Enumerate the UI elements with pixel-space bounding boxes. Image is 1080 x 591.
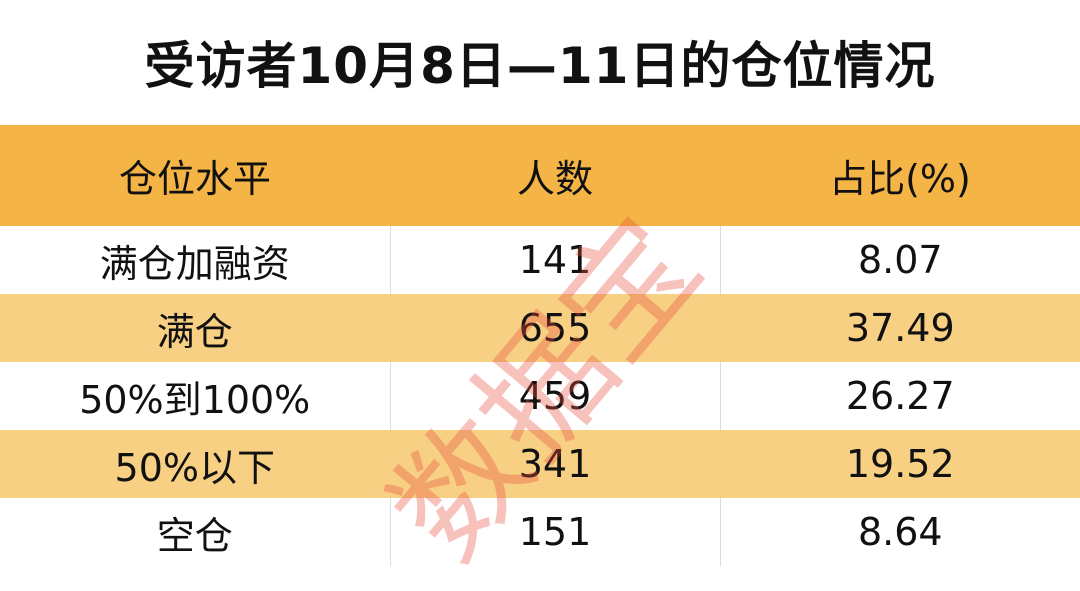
table-row: 满仓 655 37.49 bbox=[0, 294, 1080, 362]
table-cell: 满仓加融资 bbox=[99, 241, 290, 286]
table-cell: 151 bbox=[389, 498, 720, 566]
table-cell: 459 bbox=[389, 362, 720, 430]
position-table: 仓位水平 人数 占比(%) 满仓加融资 141 8.07 满仓 655 37.49 50%到… bbox=[0, 125, 1080, 566]
table-cell: 141 bbox=[389, 226, 720, 294]
table-cell: 8.07 bbox=[719, 226, 1080, 294]
page-title: 受访者10月8日—11日的仓位情况 bbox=[144, 37, 936, 95]
table-cell: 26.27 bbox=[719, 362, 1080, 430]
table-cell: 50%以下 bbox=[0, 430, 390, 498]
table-row: 空仓 151 8.64 bbox=[0, 498, 1080, 566]
table-cell: 19.52 bbox=[719, 430, 1080, 498]
table-cell: 341 bbox=[389, 430, 720, 498]
table-cell: 8.64 bbox=[719, 498, 1080, 566]
column-header: 人数 bbox=[390, 125, 720, 226]
table-row: 满仓加融资 141 8.07 bbox=[0, 226, 1080, 294]
table-cell: 655 bbox=[389, 294, 720, 362]
table-cell: 满仓 bbox=[0, 294, 390, 362]
table-row: 50%以下 341 19.52 bbox=[0, 430, 1080, 498]
table-row: 50%到100% 459 26.27 bbox=[0, 362, 1080, 430]
column-header: 仓位水平 bbox=[0, 125, 390, 226]
header-row: 仓位水平 人数 占比(%) bbox=[0, 125, 1080, 226]
column-header: 占比(%) bbox=[720, 125, 1080, 226]
table-cell: 50%到100% bbox=[79, 377, 311, 422]
table-cell: 空仓 bbox=[156, 513, 233, 558]
table-cell: 37.49 bbox=[719, 294, 1080, 362]
